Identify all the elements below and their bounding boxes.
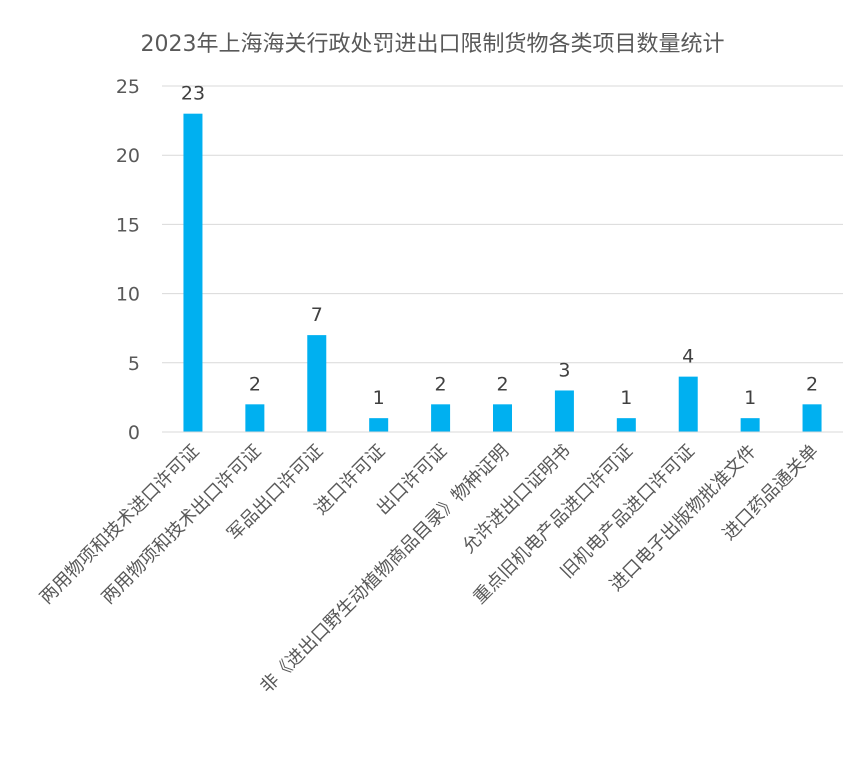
y-tick-label: 15	[116, 214, 140, 236]
x-tick-label: 允许进出口证明书	[458, 441, 575, 558]
bar	[802, 404, 822, 432]
data-label: 2	[249, 373, 261, 395]
bars	[183, 113, 822, 433]
bar	[307, 335, 327, 432]
y-tick-label: 0	[128, 422, 140, 444]
y-tick-label: 5	[128, 353, 140, 375]
y-tick-label: 25	[116, 76, 140, 98]
bar	[369, 418, 389, 432]
chart-title: 2023年上海海关行政处罚进出口限制货物各类项目数量统计	[140, 32, 725, 57]
data-label: 1	[744, 387, 756, 409]
data-label: 2	[806, 373, 818, 395]
x-axis-ticks: 两用物项和技术进口许可证两用物项和技术出口许可证军品出口许可证进口许可证出口许可…	[36, 441, 823, 698]
bar	[493, 404, 512, 432]
bar	[678, 376, 698, 432]
data-label: 2	[435, 373, 447, 395]
y-axis-ticks: 0 5 10 15 20 25	[116, 76, 140, 444]
bar	[554, 390, 574, 432]
data-label: 4	[682, 346, 694, 368]
data-label: 2	[496, 373, 508, 395]
data-label: 1	[620, 387, 632, 409]
bar	[245, 404, 265, 432]
data-label: 23	[181, 83, 205, 105]
y-tick-label: 10	[116, 284, 140, 306]
bar	[183, 113, 203, 433]
data-label: 1	[373, 387, 385, 409]
bar	[740, 418, 760, 432]
gridlines	[162, 85, 843, 364]
y-tick-label: 20	[116, 145, 140, 167]
data-label: 3	[558, 359, 570, 381]
bar	[431, 404, 451, 432]
data-label: 7	[311, 304, 323, 326]
bar	[616, 418, 636, 432]
